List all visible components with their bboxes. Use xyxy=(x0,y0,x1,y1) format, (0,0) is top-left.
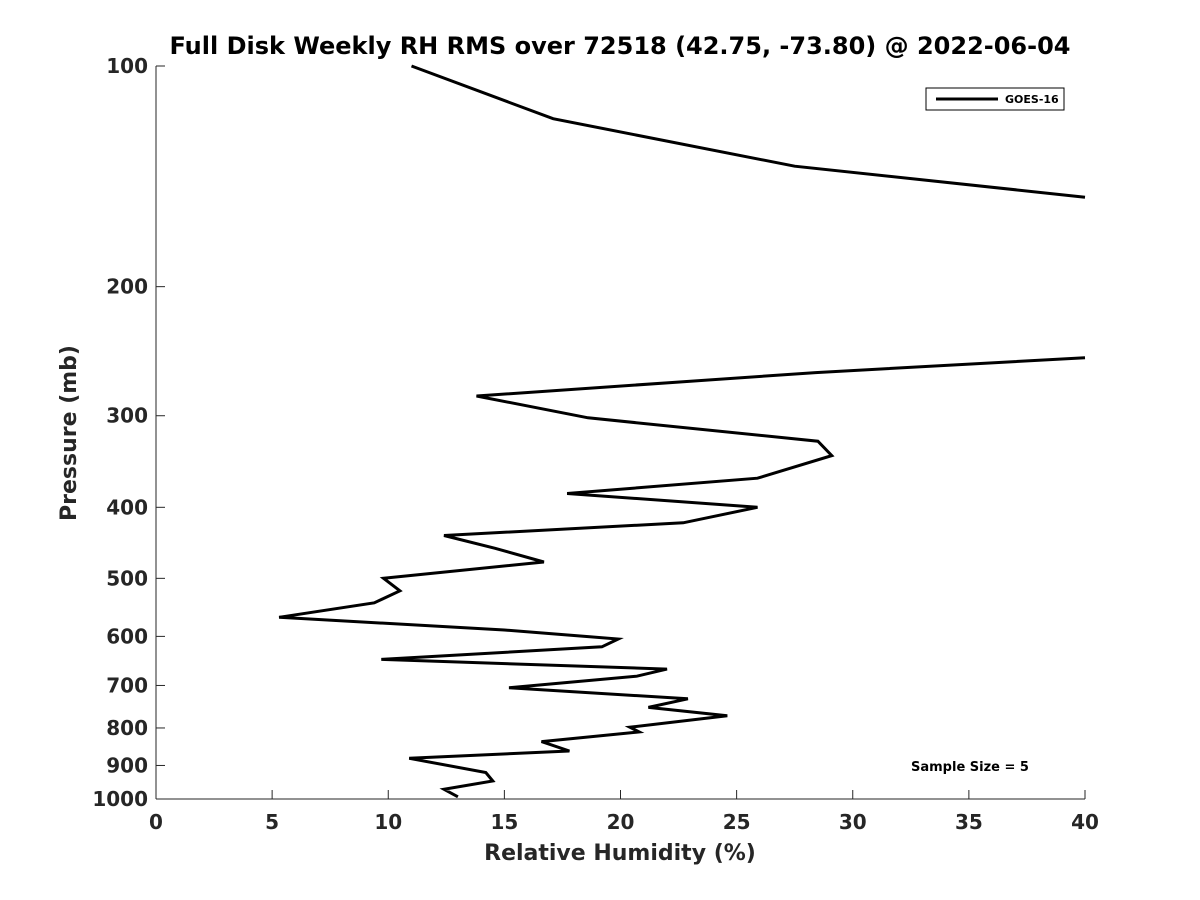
x-tick-label: 25 xyxy=(723,810,751,834)
x-axis-label: Relative Humidity (%) xyxy=(484,841,756,866)
y-tick-label: 500 xyxy=(106,566,148,590)
x-tick-label: 40 xyxy=(1071,810,1099,834)
y-tick-label: 200 xyxy=(106,275,148,299)
legend-label-goes16: GOES-16 xyxy=(1005,93,1059,106)
y-tick-label: 400 xyxy=(106,495,148,519)
x-tick-label: 0 xyxy=(149,810,163,834)
series-line-goes16-segment-1 xyxy=(410,64,1086,199)
x-tick-label: 15 xyxy=(490,810,518,834)
x-axis-ticks: 0 5 10 15 20 25 30 35 40 xyxy=(149,790,1099,834)
legend: GOES-16 xyxy=(925,87,1065,111)
y-tick-label: 600 xyxy=(106,624,148,648)
sample-size-annotation: Sample Size = 5 xyxy=(911,760,1029,775)
y-tick-label: 300 xyxy=(106,404,148,428)
x-tick-label: 20 xyxy=(607,810,635,834)
y-axis-ticks: 100 200 300 400 500 600 700 800 900 1000 xyxy=(92,54,165,811)
series-layer xyxy=(278,64,1086,799)
y-axis-label: Pressure (mb) xyxy=(57,345,82,521)
x-tick-label: 10 xyxy=(374,810,402,834)
y-tick-label: 700 xyxy=(106,673,148,697)
series-line-goes16-segment-2 xyxy=(278,356,1086,799)
y-tick-label: 800 xyxy=(106,716,148,740)
chart-title: Full Disk Weekly RH RMS over 72518 (42.7… xyxy=(169,32,1070,60)
y-tick-label: 900 xyxy=(106,753,148,777)
y-tick-label: 100 xyxy=(106,54,148,78)
x-tick-label: 35 xyxy=(955,810,983,834)
x-tick-label: 30 xyxy=(839,810,867,834)
y-tick-label: 1000 xyxy=(92,787,148,811)
x-tick-label: 5 xyxy=(265,810,279,834)
